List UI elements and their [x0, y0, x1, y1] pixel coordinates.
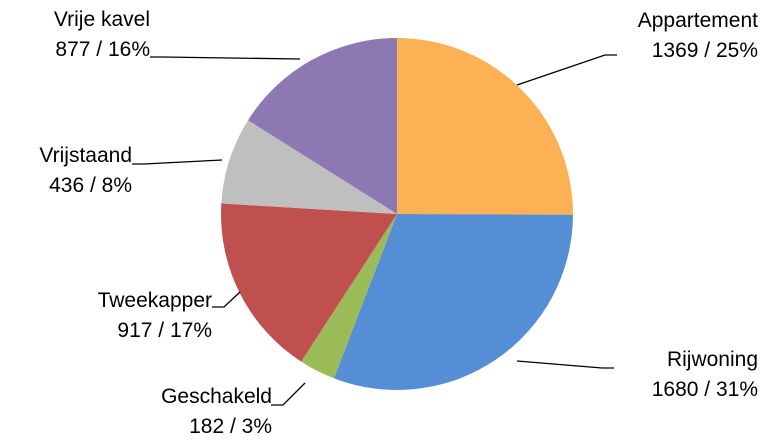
pie-slice-appartement [397, 38, 574, 215]
pie-slice-rijwoning [333, 214, 573, 390]
slice-category-label: Tweekapper [98, 289, 212, 312]
slice-value-label: 182 / 3% [189, 415, 272, 438]
slice-value-label: 917 / 17% [117, 319, 212, 342]
slice-value-label: 1680 / 31% [652, 378, 758, 401]
slice-value-label: 877 / 16% [55, 38, 150, 61]
leader-line [516, 54, 617, 86]
slice-labels: Appartement 1369 / 25% Rijwoning 1680 / 31%… [39, 8, 758, 438]
leader-line [132, 159, 223, 165]
slice-category-label: Vrijstaand [39, 144, 132, 167]
leader-line [150, 56, 301, 60]
pie-slice-vrije-kavel [248, 38, 397, 214]
leader-line [212, 291, 241, 308]
slice-category-label: Rijwoning [667, 348, 758, 371]
slice-category-label: Vrije kavel [54, 8, 150, 31]
slice-value-label: 1369 / 25% [652, 39, 758, 62]
leader-line [271, 382, 306, 406]
slice-category-label: Appartement [638, 9, 758, 32]
leader-line [516, 360, 614, 369]
pie-slices [221, 38, 574, 390]
pie-slice-vrijstaand [221, 120, 397, 214]
slice-value-label: 436 / 8% [49, 174, 132, 197]
pie-slice-geschakeld [301, 214, 397, 379]
pie-slice-tweekapper [221, 203, 397, 362]
slice-category-label: Geschakeld [161, 385, 272, 408]
leader-lines [132, 54, 617, 406]
